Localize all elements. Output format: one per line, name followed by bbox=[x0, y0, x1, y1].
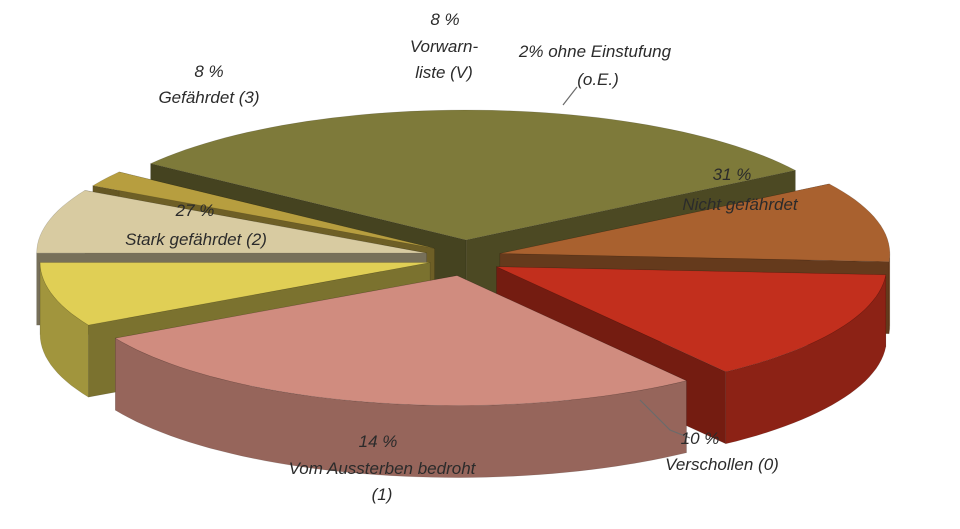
slice-name-label-vom-2: (1) bbox=[372, 485, 393, 504]
slice-vor bbox=[36, 190, 427, 254]
label-leaders bbox=[562, 86, 691, 439]
slice-gef bbox=[39, 262, 431, 326]
slice-pct-label-stark: 27 % bbox=[175, 201, 215, 220]
slice-pct-label-verschollen: 10 % bbox=[681, 429, 720, 448]
slice-stark bbox=[114, 275, 688, 406]
slice-name-label-vor-2: liste (V) bbox=[415, 63, 473, 82]
slice-name-label-gef: Gefährdet (3) bbox=[158, 88, 259, 107]
slice-pct-label-nicht: 31 % bbox=[713, 165, 752, 184]
slice-side-verschollen-wall bbox=[888, 253, 891, 334]
slice-name-label-nicht: Nicht gefährdet bbox=[682, 195, 799, 214]
slice-pct-label-vor: 8 % bbox=[430, 10, 459, 29]
slice-pct-label-oe: 2% ohne Einstufung bbox=[518, 42, 672, 61]
slice-name-label-oe: (o.E.) bbox=[577, 70, 619, 89]
slice-name-label-verschollen: Verschollen (0) bbox=[665, 455, 779, 474]
slice-nicht bbox=[149, 109, 797, 241]
slice-verschollen bbox=[499, 183, 891, 263]
slice-name-label-vom-1: Vom Aussterben bedroht bbox=[289, 459, 477, 478]
pie-tops bbox=[36, 109, 891, 406]
slice-name-label-stark: Stark gefährdet (2) bbox=[125, 230, 267, 249]
slice-pct-label-vom: 14 % bbox=[359, 432, 398, 451]
slice-oe bbox=[91, 171, 435, 249]
slice-name-label-vor-1: Vorwarn- bbox=[410, 37, 479, 56]
leader-line-oe bbox=[562, 86, 578, 106]
leader-line-verschollen bbox=[639, 399, 691, 439]
slice-vom bbox=[496, 266, 887, 373]
slice-pct-label-gef: 8 % bbox=[194, 62, 223, 81]
slice-labels: 31 % Nicht gefährdet 10 % Verschollen (0) 14… bbox=[125, 10, 799, 504]
